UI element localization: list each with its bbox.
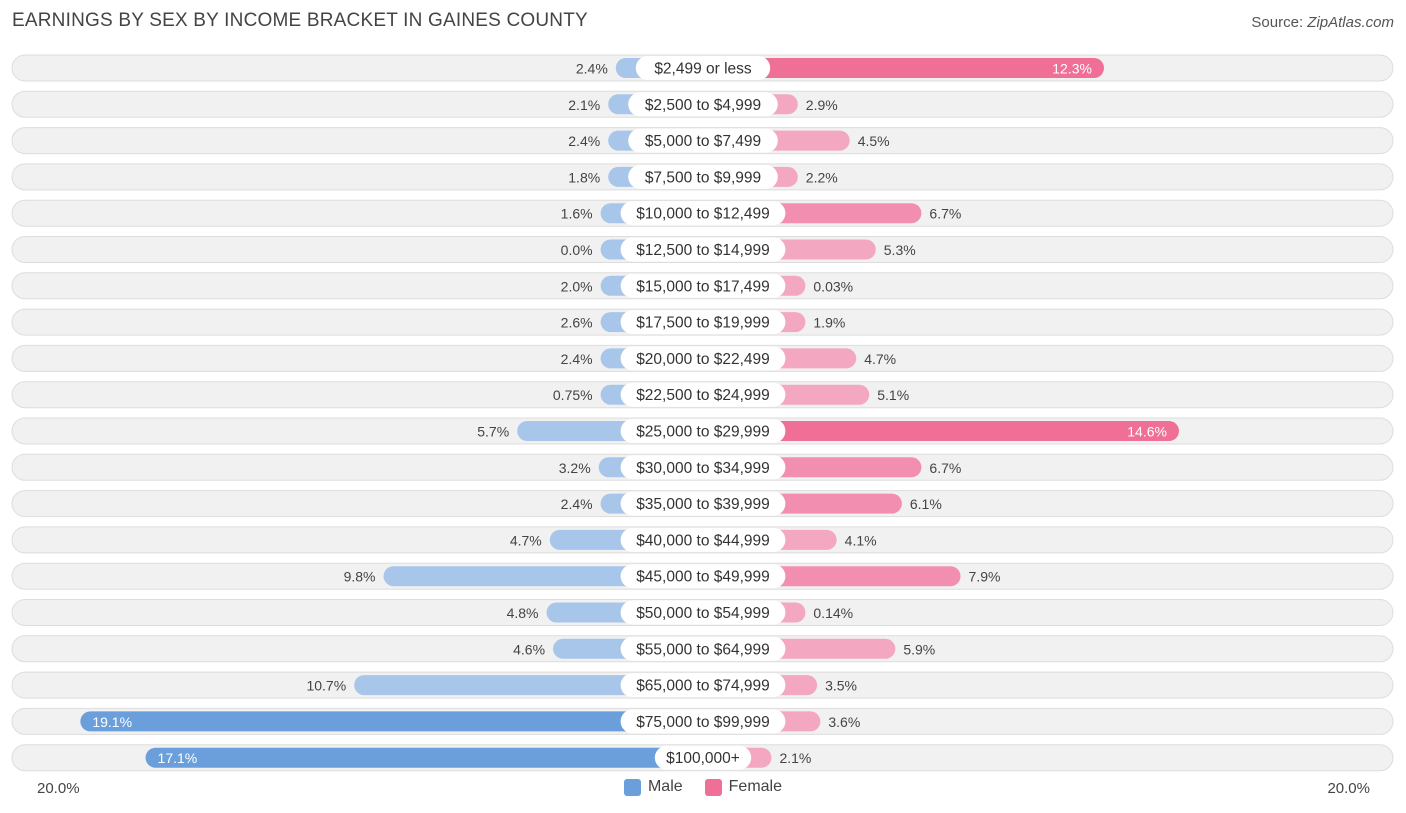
category-pill [620,346,786,371]
male-bar [80,711,704,732]
category-pill [620,201,786,226]
female-bar [703,58,1104,78]
legend-swatch-female [704,778,722,796]
female-value-label: 4.5% [858,133,890,149]
female-value-label: 0.03% [813,278,853,294]
category-label: $5,000 to $7,499 [645,133,761,150]
category-label: $22,500 to $24,999 [636,387,770,404]
female-value-label: 14.6% [1127,424,1167,440]
category-label: $75,000 to $99,999 [636,714,770,731]
category-label: $50,000 to $54,999 [636,605,770,622]
male-value-label: 2.4% [568,133,600,149]
category-pill [620,310,786,335]
female-value-label: 0.14% [813,605,853,621]
male-value-label: 2.4% [561,351,593,367]
female-value-label: 12.3% [1052,61,1092,77]
category-pill [620,709,786,734]
male-value-label: 17.1% [158,750,198,766]
category-pill [628,92,778,117]
category-pill [620,600,786,625]
male-value-label: 4.7% [510,532,542,548]
category-pill [620,419,786,443]
female-value-label: 2.2% [806,169,838,185]
category-label: $100,000+ [666,750,740,767]
chart-title: EARNINGS BY SEX BY INCOME BRACKET IN GAI… [12,10,588,31]
legend-label-male: Male [647,778,683,795]
legend-label-female: Female [728,778,783,795]
category-label: $17,500 to $19,999 [636,315,770,332]
male-value-label: 19.1% [92,714,132,730]
female-value-label: 4.7% [864,351,896,367]
male-value-label: 1.8% [568,169,600,185]
axis-max-label: 20.0% [1327,780,1370,797]
female-value-label: 5.1% [877,387,909,403]
male-value-label: 4.8% [507,605,539,621]
category-label: $65,000 to $74,999 [636,678,770,695]
category-label: $35,000 to $39,999 [636,496,770,513]
source-name: ZipAtlas.com [1307,14,1394,31]
male-value-label: 3.2% [559,460,591,476]
female-value-label: 5.3% [884,242,916,258]
male-value-label: 4.6% [513,641,545,657]
male-value-label: 1.6% [561,206,593,222]
female-bar [703,421,1179,441]
category-pill [620,564,786,589]
category-label: $12,500 to $14,999 [636,242,770,259]
legend-item-female[interactable]: Female [704,778,783,796]
category-pill [620,491,786,516]
male-value-label: 2.6% [561,315,593,331]
category-pill [620,527,786,552]
source-attribution: Source: ZipAtlas.com [1251,14,1394,31]
female-value-label: 1.9% [813,315,845,331]
category-label: $25,000 to $29,999 [636,424,770,441]
male-value-label: 2.4% [561,496,593,512]
female-value-label: 2.9% [806,97,838,113]
male-value-label: 5.7% [477,424,509,440]
category-pill [620,636,786,661]
category-pill [620,237,786,262]
source-label: Source: [1251,14,1308,31]
male-bar [354,675,703,696]
category-pill [620,673,786,698]
legend-swatch-male [623,778,641,796]
female-value-label: 7.9% [969,569,1001,585]
female-value-label: 2.1% [779,750,811,766]
male-value-label: 0.75% [553,387,593,403]
category-label: $40,000 to $44,999 [636,532,770,549]
female-value-label: 4.1% [845,532,877,548]
category-pill [628,164,778,189]
male-value-label: 2.1% [568,97,600,113]
category-label: $55,000 to $64,999 [636,641,770,658]
category-label: $2,500 to $4,999 [645,97,761,114]
category-label: $45,000 to $49,999 [636,569,770,586]
female-value-label: 6.1% [910,496,942,512]
category-pill [620,382,786,407]
category-label: $15,000 to $17,499 [636,278,770,295]
category-pill [635,56,771,80]
axis-min-label: 20.0% [37,780,80,797]
male-value-label: 9.8% [344,569,376,585]
male-value-label: 2.0% [561,278,593,294]
female-value-label: 6.7% [929,206,961,222]
legend: Male Female [0,778,1406,796]
female-value-label: 3.6% [828,714,860,730]
male-value-label: 2.4% [576,61,608,77]
category-pill [620,273,786,298]
male-value-label: 10.7% [306,678,346,694]
category-pill [654,745,752,770]
female-value-label: 6.7% [929,460,961,476]
category-label: $30,000 to $34,999 [636,460,770,477]
category-label: $2,499 or less [654,61,752,78]
category-pill [620,455,786,480]
male-value-label: 0.0% [561,242,593,258]
female-value-label: 5.9% [903,641,935,657]
legend-item-male[interactable]: Male [623,778,683,796]
category-pill [628,128,778,153]
category-label: $10,000 to $12,499 [636,206,770,223]
male-bar [145,747,704,768]
category-label: $20,000 to $22,499 [636,351,770,368]
category-label: $7,500 to $9,999 [645,169,761,186]
female-value-label: 3.5% [825,678,857,694]
